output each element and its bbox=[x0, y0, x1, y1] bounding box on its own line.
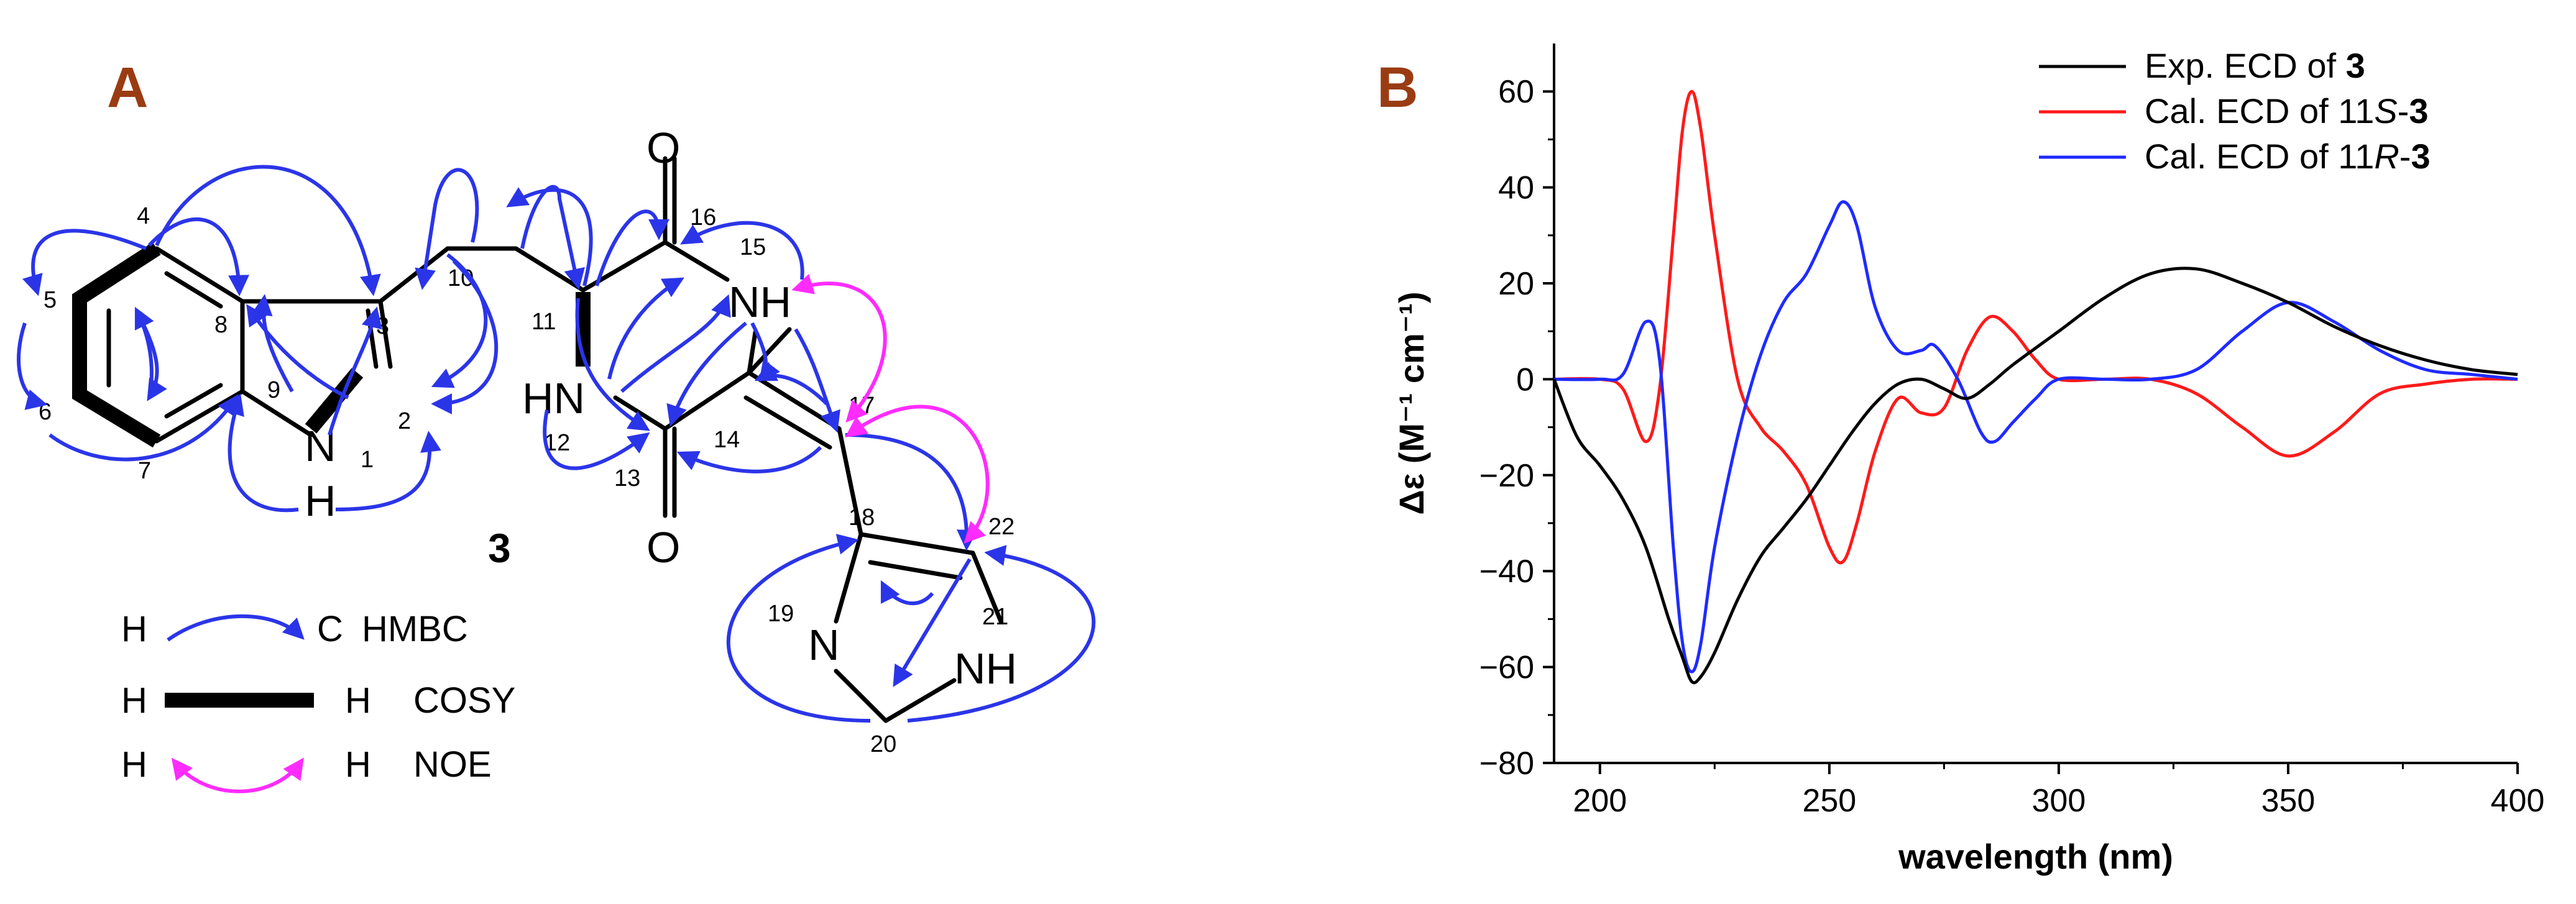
atom-number: 18 bbox=[849, 505, 875, 531]
hmbc-arrow bbox=[147, 217, 250, 296]
hmbc-arrow bbox=[607, 277, 684, 380]
hmbc-arrow bbox=[246, 304, 349, 399]
legend-entry: Exp. ECD of 3 bbox=[2145, 46, 2365, 85]
hmbc-arrow bbox=[328, 306, 382, 436]
y-tick-label: 40 bbox=[1498, 170, 1534, 206]
hmbc-arrow bbox=[48, 394, 239, 462]
x-tick-label: 400 bbox=[2491, 783, 2545, 819]
legend-cosy-right: H bbox=[345, 680, 371, 721]
heteroatom-labels: N H O O NH HN N NH bbox=[305, 124, 1017, 693]
hmbc-arrow bbox=[893, 558, 972, 687]
atom-number: 19 bbox=[768, 601, 794, 627]
hmbc-arrow bbox=[224, 393, 299, 513]
ecd-chart: −80 −60 −40 −20 0 20 40 60 200 250 300 350 400 wavele… bbox=[1392, 43, 2544, 876]
hmbc-arrow bbox=[726, 534, 871, 723]
noe-arrow bbox=[845, 404, 990, 544]
atom-number: 5 bbox=[44, 287, 57, 313]
atom-number: 20 bbox=[870, 731, 896, 757]
atom-number: 15 bbox=[740, 234, 766, 260]
atom-number: 16 bbox=[690, 204, 716, 231]
y-tick-label: 20 bbox=[1498, 266, 1534, 302]
hmbc-arrow bbox=[506, 187, 593, 286]
hmbc-arrow bbox=[155, 165, 381, 296]
legend-entry: Cal. ECD of 11R-3 bbox=[2145, 137, 2431, 176]
hmbc-arrow bbox=[415, 168, 479, 290]
hmbc-arrow bbox=[543, 409, 650, 470]
panel-a-structure: A bbox=[17, 56, 1096, 793]
y-tick-label: −20 bbox=[1479, 458, 1534, 494]
y-tick-label: 60 bbox=[1498, 74, 1534, 110]
hmbc-arrow bbox=[666, 321, 747, 427]
y-tick-label: −60 bbox=[1479, 650, 1534, 686]
noe-correlations bbox=[791, 273, 990, 544]
atom-number: 22 bbox=[988, 514, 1014, 540]
panel-b-label: B bbox=[1377, 56, 1418, 119]
hmbc-arrow bbox=[676, 445, 822, 473]
hmbc-arrow bbox=[880, 580, 934, 606]
x-tick-label: 350 bbox=[2261, 783, 2316, 819]
hmbc-arrow bbox=[22, 229, 147, 296]
hmbc-arrow bbox=[335, 431, 441, 511]
hmbc-arrow bbox=[135, 309, 167, 401]
compound-number: 3 bbox=[488, 525, 511, 571]
cal-11r-ecd-line bbox=[1553, 200, 2518, 673]
atom-number: 14 bbox=[714, 427, 740, 453]
amide-hn12: HN bbox=[522, 374, 585, 422]
atom-number: 3 bbox=[376, 313, 389, 339]
hmbc-arrow bbox=[251, 294, 294, 393]
cal-11s-ecd-line bbox=[1553, 89, 2518, 565]
y-tick-label: 0 bbox=[1516, 362, 1534, 398]
atom-number: 8 bbox=[214, 312, 228, 338]
panel-a-label: A bbox=[107, 56, 148, 119]
x-tick-label: 200 bbox=[1573, 783, 1627, 819]
atom-number: 2 bbox=[398, 408, 411, 434]
carbonyl-o13: O bbox=[646, 523, 680, 572]
legend-noe-left: H bbox=[121, 744, 147, 785]
atom-number: 9 bbox=[267, 377, 280, 403]
atom-number: 11 bbox=[531, 309, 556, 335]
correlation-legend: H C HMBC H H COSY H H NOE bbox=[121, 609, 515, 793]
hmbc-arrow bbox=[907, 545, 1096, 723]
hmbc-arrow bbox=[431, 259, 499, 414]
legend-hmbc-name: HMBC bbox=[362, 609, 468, 649]
legend-noe-right: H bbox=[345, 744, 371, 785]
legend-noe-arrow bbox=[171, 757, 304, 793]
x-tick-label: 300 bbox=[2032, 783, 2086, 819]
legend-hmbc-left: H bbox=[121, 609, 147, 649]
x-axis-label: wavelength (nm) bbox=[1898, 837, 2173, 876]
exp-ecd-line bbox=[1552, 267, 2518, 685]
atom-number: 4 bbox=[137, 203, 150, 229]
hmbc-arrow bbox=[595, 209, 669, 286]
amide-nh15: NH bbox=[729, 278, 791, 326]
imidazole-n19: N bbox=[808, 621, 840, 669]
hmbc-arrow bbox=[620, 294, 731, 393]
panel-b-ecd-chart: B −80 −60 −40 −20 0 20 40 60 200 250 300 350 400 wave… bbox=[1377, 43, 2544, 876]
y-tick-label: −80 bbox=[1479, 746, 1534, 782]
atom-number: 7 bbox=[138, 458, 151, 484]
y-axis-label: Δε (M⁻¹ cm⁻¹) bbox=[1392, 291, 1431, 514]
x-tick-label: 250 bbox=[1802, 783, 1856, 819]
imidazole-nh21: NH bbox=[954, 644, 1017, 693]
hmbc-arrow bbox=[17, 322, 48, 410]
carbonyl-o16: O bbox=[646, 124, 680, 172]
y-tick-label: −40 bbox=[1479, 554, 1534, 590]
hmbc-arrow bbox=[134, 306, 154, 398]
legend-cosy-left: H bbox=[121, 680, 147, 721]
legend-cosy-name: COSY bbox=[413, 680, 515, 721]
indole-h: H bbox=[305, 477, 336, 525]
hmbc-arrow bbox=[680, 221, 804, 280]
molecule-bonds bbox=[106, 156, 1003, 723]
atom-number: 21 bbox=[982, 604, 1008, 630]
legend-noe-name: NOE bbox=[413, 744, 492, 785]
atom-number: 13 bbox=[614, 465, 640, 491]
cosy-bonds bbox=[72, 242, 591, 448]
noe-arrow bbox=[791, 273, 887, 423]
hmbc-arrow bbox=[575, 298, 650, 431]
atom-number: 1 bbox=[361, 447, 374, 473]
legend-entry: Cal. ECD of 11S-3 bbox=[2145, 91, 2429, 130]
legend-hmbc-right: C bbox=[317, 609, 343, 649]
legend-hmbc-arrow bbox=[167, 614, 305, 642]
